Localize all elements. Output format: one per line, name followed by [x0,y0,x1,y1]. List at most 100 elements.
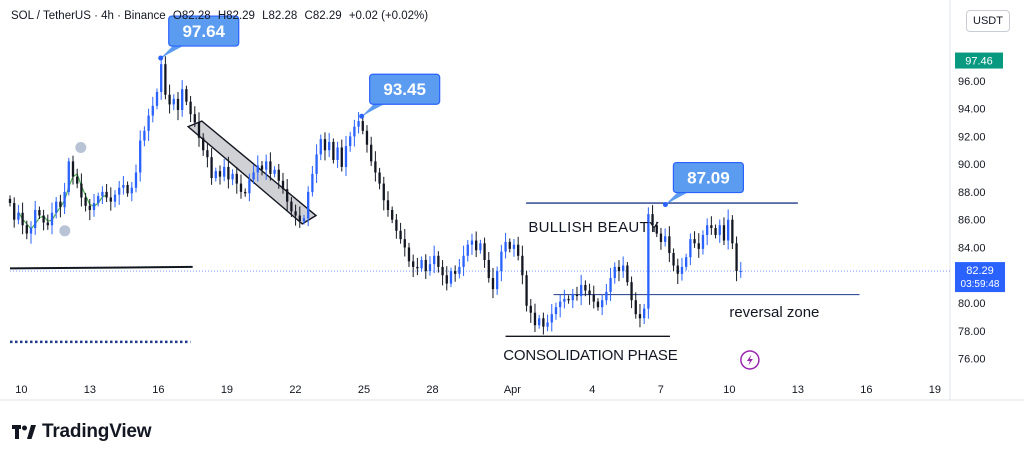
candle-body [76,177,78,184]
candle-body [723,225,725,240]
candle-body [731,220,733,244]
candle-body [614,267,616,278]
candle-body [185,89,187,101]
candle-body [164,64,166,95]
candle-body [685,257,687,267]
candle-body [475,241,477,251]
ohlc-low: L82.28 [262,10,297,22]
y-tick-label: 84.00 [958,242,986,254]
candle-body [391,210,393,220]
candle-body [483,243,485,260]
drawn-levels [10,203,950,342]
candle-body [735,243,737,271]
candle-body [265,161,267,169]
x-tick-label: 13 [792,384,804,396]
y-tick-label: 92.00 [958,131,986,143]
x-tick-label: 28 [426,384,438,396]
candle-body [303,218,305,221]
candle-body [114,195,116,202]
candle-body [605,292,607,300]
price-callouts: 97.64 93.45 87.09 [158,16,743,207]
candle-body [101,192,103,196]
price-axis[interactable]: 96.0094.0092.0090.0088.0086.0084.0082.00… [955,53,1005,366]
candle-body [328,142,330,150]
candle-body [597,302,599,308]
y-tick-label: 88.00 [958,187,986,199]
candle-body [593,295,595,302]
candle-body [416,267,418,268]
currency-button[interactable]: USDT [966,10,1010,32]
candle-body [231,174,233,180]
candle-body [530,306,532,313]
candle-body [462,256,464,267]
candle-body [425,260,427,271]
candle-body [458,267,460,274]
candle-body [240,184,242,192]
time-axis[interactable]: 10 13 16 19 22 25 28 Apr 4 7 10 13 16 19 [15,384,941,396]
candle-body [345,146,347,167]
candle-body [639,314,641,318]
y-tick-label: 90.00 [958,159,986,171]
candle-body [471,241,473,245]
symbol-info[interactable]: SOL / TetherUS · 4h · Binance [11,10,166,22]
candle-body [609,278,611,292]
candle-body [286,189,288,201]
x-tick-label: 25 [358,384,370,396]
candle-body [643,309,645,319]
candle-body [13,203,15,220]
callout-anchor [663,202,668,207]
candle-body [660,234,662,242]
candle-body [584,285,586,291]
candle-body [189,102,191,114]
candle-body [156,92,158,106]
reversal-zone-label: reversal zone [729,304,819,321]
x-tick-label: 19 [929,384,941,396]
candle-body [17,213,19,220]
tradingview-logo[interactable]: TradingView [12,421,151,443]
candle-body [412,261,414,267]
event-marker [75,141,87,153]
candle-body [219,171,221,177]
candle-body [215,171,217,178]
x-tick-label: 7 [658,384,664,396]
candle-body [194,114,196,122]
symbol-header: SOL / TetherUS · 4h · Binance O82.28 H82… [11,10,432,22]
candle-body [567,299,569,300]
candle-body [273,170,275,174]
brand-name: TradingView [42,421,151,443]
candle-body [450,271,452,283]
candle-body [299,216,301,222]
candle-body [618,267,620,271]
y-tick-label: 96.00 [958,76,986,88]
candle-body [160,64,162,92]
candle-body [626,266,628,283]
candle-body [488,260,490,278]
trend-channel [188,121,316,224]
candle-body [206,150,208,157]
y-tick-label: 86.00 [958,215,986,227]
candle-body [307,192,309,218]
candle-body [572,295,574,301]
ohlc-close: C82.29 [305,10,342,22]
candle-body [181,89,183,110]
candle-body [580,285,582,296]
candle-body [336,147,338,159]
candle-body [517,245,519,256]
candle-body [521,256,523,275]
candle-body [349,136,351,146]
candle-body [534,313,536,325]
candle-body [500,252,502,271]
ohlc-high: H82.29 [218,10,255,22]
candle-body [689,239,691,257]
candle-body [681,267,683,274]
price-change: +0.02 (+0.02%) [349,10,428,22]
support-line [10,267,193,269]
candle-body [278,170,280,181]
candle-body [664,236,666,242]
callout-label: 93.45 [383,80,426,99]
candle-body [84,197,86,205]
candle-body [152,106,154,116]
candle-body [290,202,292,212]
candle-body [282,181,284,189]
